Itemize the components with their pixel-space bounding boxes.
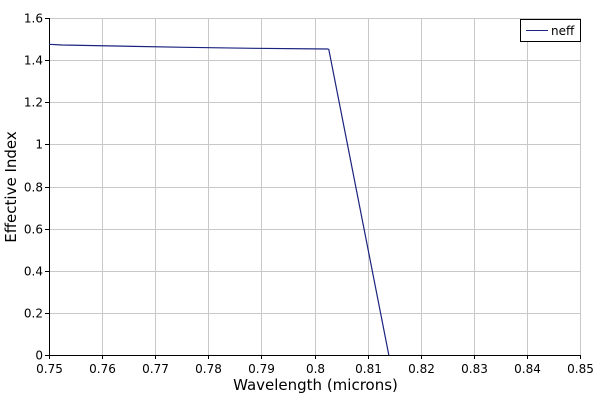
axes <box>45 18 581 359</box>
tick-labels: 0.75 0.76 0.77 0.78 0.79 0.8 0.81 0.82 0.83 0.84 0… <box>24 12 594 377</box>
x-tick-label: 0.85 <box>567 362 594 376</box>
x-tick-label: 0.78 <box>195 362 222 376</box>
grid-lines <box>49 18 581 356</box>
y-tick-label: 1.4 <box>24 54 43 68</box>
y-tick-label: 1 <box>35 138 43 152</box>
x-tick-label: 0.84 <box>514 362 541 376</box>
y-tick-label: 0.4 <box>24 265 43 279</box>
legend: neff <box>520 19 581 42</box>
legend-box <box>520 19 581 42</box>
x-tick-label: 0.79 <box>248 362 275 376</box>
x-tick-label: 0.8 <box>306 362 325 376</box>
y-tick-label: 0.2 <box>24 307 43 321</box>
y-tick-label: 1.6 <box>24 12 43 26</box>
x-tick-label: 0.83 <box>461 362 488 376</box>
y-tick-label: 0.8 <box>24 181 43 195</box>
x-tick-label: 0.75 <box>36 362 63 376</box>
x-tick-label: 0.77 <box>142 362 169 376</box>
y-axis-title: Effective Index <box>2 131 20 243</box>
x-tick-label: 0.81 <box>355 362 382 376</box>
x-tick-label: 0.76 <box>89 362 116 376</box>
y-tick-label: 0.6 <box>24 223 43 237</box>
y-tick-label: 1.2 <box>24 96 43 110</box>
x-tick-label: 0.82 <box>408 362 435 376</box>
x-axis-title: Wavelength (microns) <box>233 376 398 394</box>
y-tick-label: 0 <box>35 349 43 363</box>
series-line-neff <box>48 43 390 356</box>
legend-label-neff: neff <box>551 24 575 38</box>
series-layer <box>48 43 390 356</box>
